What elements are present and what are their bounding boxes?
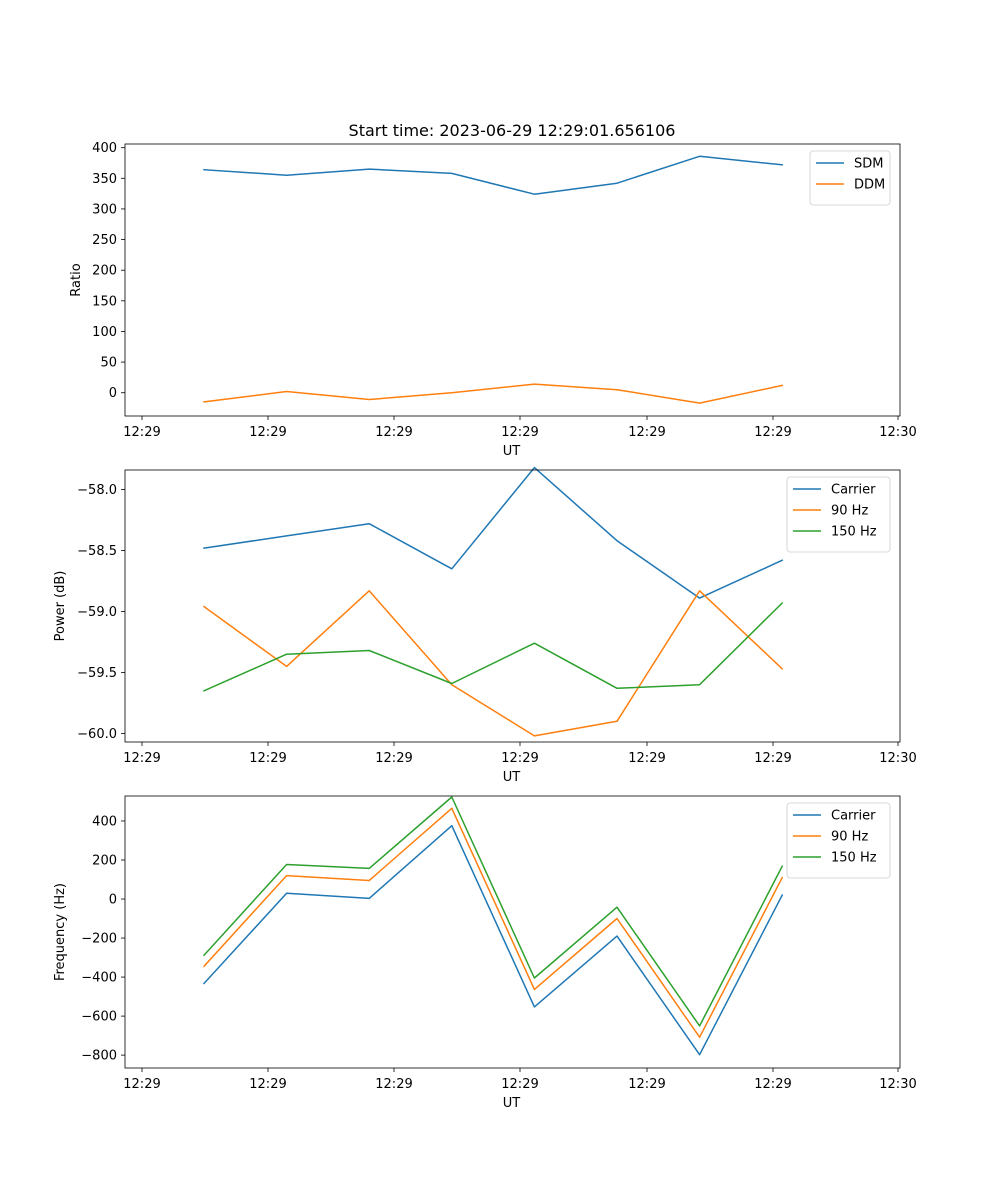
legend: Carrier 90 Hz 150 Hz <box>786 802 891 879</box>
x-tick-label: 12:29 <box>123 425 160 440</box>
y-axis-label: Ratio <box>69 263 84 296</box>
x-tick-label: 12:29 <box>375 1077 412 1092</box>
y-axis-label: Power (dB) <box>53 571 68 642</box>
x-tick-label: 12:29 <box>249 425 286 440</box>
legend: SDM DDM <box>809 150 891 206</box>
x-tick-label: 12:29 <box>123 1077 160 1092</box>
panel-ratio: 12:29 12:29 12:29 12:29 12:29 12:29 12:30 0 50 10… <box>69 141 917 459</box>
panel-power: 12:29 12:29 12:29 12:29 12:29 12:29 12:30 −60.0… <box>53 466 917 785</box>
x-tick-label: 12:30 <box>879 751 916 766</box>
axes-frame <box>124 469 901 743</box>
y-tick-label: −600 <box>81 1010 117 1025</box>
series-line-sdm <box>203 155 784 195</box>
legend-entry: 90 Hz <box>831 504 868 519</box>
legend-entry: SDM <box>854 157 883 172</box>
y-tick-label: 200 <box>92 854 117 869</box>
legend-entry: DDM <box>854 178 885 193</box>
x-tick-label: 12:29 <box>754 425 791 440</box>
series-line-carrier <box>203 466 784 599</box>
y-tick-label: 200 <box>92 264 117 279</box>
x-tick-label: 12:30 <box>879 425 916 440</box>
y-tick-label: 350 <box>92 172 117 187</box>
y-tick-label: 0 <box>109 386 117 401</box>
figure-title: Start time: 2023-06-29 12:29:01.656106 <box>349 121 676 140</box>
x-tick-label: 12:29 <box>754 751 791 766</box>
y-tick-label: −59.5 <box>77 666 117 681</box>
series-line-150-hz <box>203 601 784 692</box>
x-tick-label: 12:29 <box>249 751 286 766</box>
y-tick-label: −60.0 <box>77 727 117 742</box>
x-tick-label: 12:29 <box>754 1077 791 1092</box>
y-tick-label: 0 <box>109 893 117 908</box>
y-tick-label: −800 <box>81 1049 117 1064</box>
y-tick-label: −400 <box>81 971 117 986</box>
axes-frame <box>124 795 901 1069</box>
x-tick-label: 12:29 <box>501 751 538 766</box>
y-tick-label: 400 <box>92 814 117 829</box>
legend-box <box>786 802 891 879</box>
y-tick-label: 250 <box>92 233 117 248</box>
x-axis-label: UT <box>503 444 521 459</box>
x-axis-label: UT <box>503 1096 521 1111</box>
y-tick-label: 300 <box>92 202 117 217</box>
legend-entry: 150 Hz <box>831 851 877 866</box>
legend: Carrier 90 Hz 150 Hz <box>786 476 891 553</box>
y-tick-label: −59.0 <box>77 605 117 620</box>
legend-entry: Carrier <box>831 483 876 498</box>
y-tick-label: 150 <box>92 294 117 309</box>
x-tick-label: 12:29 <box>501 425 538 440</box>
legend-entry: 90 Hz <box>831 830 868 845</box>
y-tick-label: −58.0 <box>77 483 117 498</box>
series-line-ddm <box>203 383 784 404</box>
x-tick-label: 12:29 <box>375 425 412 440</box>
x-tick-label: 12:29 <box>628 1077 665 1092</box>
y-tick-label: 50 <box>100 356 117 371</box>
y-tick-label: −58.5 <box>77 544 117 559</box>
series-line-carrier <box>202 824 784 1056</box>
axes-frame <box>124 143 901 417</box>
legend-box <box>809 150 891 206</box>
x-tick-label: 12:29 <box>123 751 160 766</box>
y-tick-label: −200 <box>81 932 117 947</box>
series-line-90-hz <box>202 807 784 1038</box>
y-tick-label: 400 <box>92 141 117 156</box>
y-axis-label: Frequency (Hz) <box>53 883 68 981</box>
panel-frequency: 12:29 12:29 12:29 12:29 12:29 12:29 12:30 −800 −… <box>53 795 917 1111</box>
x-tick-label: 12:29 <box>249 1077 286 1092</box>
x-tick-label: 12:29 <box>501 1077 538 1092</box>
legend-box <box>786 476 891 553</box>
x-tick-label: 12:29 <box>375 751 412 766</box>
x-tick-label: 12:29 <box>628 425 665 440</box>
y-tick-label: 100 <box>92 325 117 340</box>
x-tick-label: 12:29 <box>628 751 665 766</box>
x-tick-label: 12:30 <box>879 1077 916 1092</box>
x-axis-label: UT <box>503 770 521 785</box>
series-line-150-hz <box>202 796 784 1027</box>
legend-entry: Carrier <box>831 809 876 824</box>
legend-entry: 150 Hz <box>831 525 877 540</box>
